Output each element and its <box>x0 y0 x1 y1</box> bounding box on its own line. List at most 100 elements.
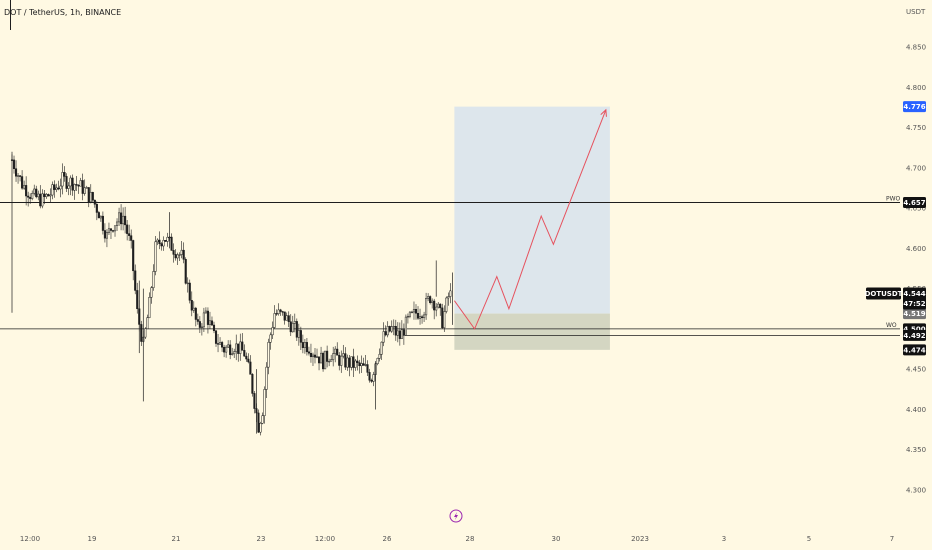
candle <box>132 239 135 281</box>
y-tick-label: 4.750 <box>906 124 926 132</box>
candle <box>416 306 420 320</box>
time-axis: 12:00 19 21 23 12:00 26 28 30 2023 3 5 7 <box>20 535 894 543</box>
candle <box>231 347 234 356</box>
candle <box>210 316 214 326</box>
candle <box>212 321 216 334</box>
candle <box>41 189 44 209</box>
candle <box>400 320 403 339</box>
y-tick-label: 4.350 <box>906 446 926 454</box>
candle <box>352 348 355 378</box>
candle <box>449 283 452 304</box>
lightning-bolt-icon[interactable] <box>449 509 463 523</box>
candle <box>190 291 193 317</box>
bar-countdown: 47:52 <box>903 300 925 308</box>
candle <box>271 321 274 340</box>
candle <box>396 322 399 343</box>
candle <box>136 282 139 314</box>
x-tick-label: 12:00 <box>20 535 40 543</box>
candle <box>57 180 60 191</box>
candle <box>77 184 80 194</box>
candle <box>257 409 260 433</box>
candle <box>188 279 191 304</box>
target-zone[interactable] <box>454 106 610 314</box>
candle <box>322 351 325 372</box>
candle <box>320 346 323 364</box>
candle <box>324 350 327 370</box>
candle <box>299 326 302 351</box>
candle <box>216 334 220 353</box>
candle <box>19 174 22 182</box>
candle <box>237 343 240 362</box>
candle <box>14 160 18 182</box>
x-tick-label: 30 <box>552 535 561 543</box>
candle <box>89 184 92 204</box>
candle <box>23 180 26 190</box>
candle <box>412 301 416 320</box>
candle <box>378 348 381 362</box>
candle <box>178 252 181 261</box>
price-tag[interactable]: 4.776 <box>903 101 926 113</box>
candle <box>354 358 357 371</box>
candle <box>128 224 131 241</box>
candle <box>140 320 143 347</box>
candle <box>433 298 436 320</box>
candle <box>439 303 442 316</box>
candle <box>182 242 185 264</box>
candle <box>332 346 335 367</box>
candle <box>350 356 353 371</box>
candle <box>166 232 169 247</box>
candle <box>33 184 36 196</box>
candle <box>267 338 270 375</box>
candle <box>342 344 345 359</box>
current-price: 4.544 <box>903 290 925 298</box>
candle <box>392 319 395 336</box>
candle <box>394 319 397 341</box>
level-label-wo: WO <box>886 322 897 329</box>
candle <box>423 311 426 322</box>
price-tag[interactable]: 4.657 <box>903 196 926 208</box>
candle <box>223 344 226 358</box>
y-tick-label: 4.450 <box>906 366 926 374</box>
candle <box>338 352 341 371</box>
candle <box>301 334 304 354</box>
candle <box>59 178 62 198</box>
candle <box>204 307 207 314</box>
candle <box>208 311 212 329</box>
projection-line[interactable] <box>453 109 607 330</box>
candle <box>206 307 209 334</box>
candle <box>65 173 68 192</box>
candles <box>10 151 453 436</box>
candle <box>358 359 361 374</box>
price-tag[interactable]: 4.492 <box>903 329 926 341</box>
candle <box>55 183 58 193</box>
candle <box>340 350 343 373</box>
candle <box>61 163 64 195</box>
x-tick-label: 3 <box>722 535 726 543</box>
candle <box>344 347 347 371</box>
candle <box>113 225 117 237</box>
stop-zone[interactable] <box>454 313 610 350</box>
candle <box>25 176 28 206</box>
svg-text:4.519: 4.519 <box>903 310 925 318</box>
candle <box>315 348 319 359</box>
y-tick-label: 4.850 <box>906 44 926 52</box>
price-tag[interactable]: 4.519 <box>903 308 926 320</box>
price-tag[interactable]: 4.474 <box>903 344 926 356</box>
x-tick-label: 7 <box>890 535 894 543</box>
candle <box>334 346 337 363</box>
candle <box>285 312 288 321</box>
candle <box>227 340 230 349</box>
axis-unit-label: USDT <box>906 8 926 16</box>
candle <box>186 277 189 293</box>
current-price-tag[interactable]: DOTUSDT 4.544 47:52 <box>865 287 926 310</box>
candle <box>95 201 98 221</box>
y-tick-label: 4.300 <box>906 487 926 495</box>
svg-text:4.657: 4.657 <box>903 199 925 207</box>
candle <box>105 229 108 248</box>
candle <box>219 337 222 345</box>
candle <box>251 373 254 397</box>
candle <box>93 199 96 208</box>
candle <box>421 314 424 324</box>
